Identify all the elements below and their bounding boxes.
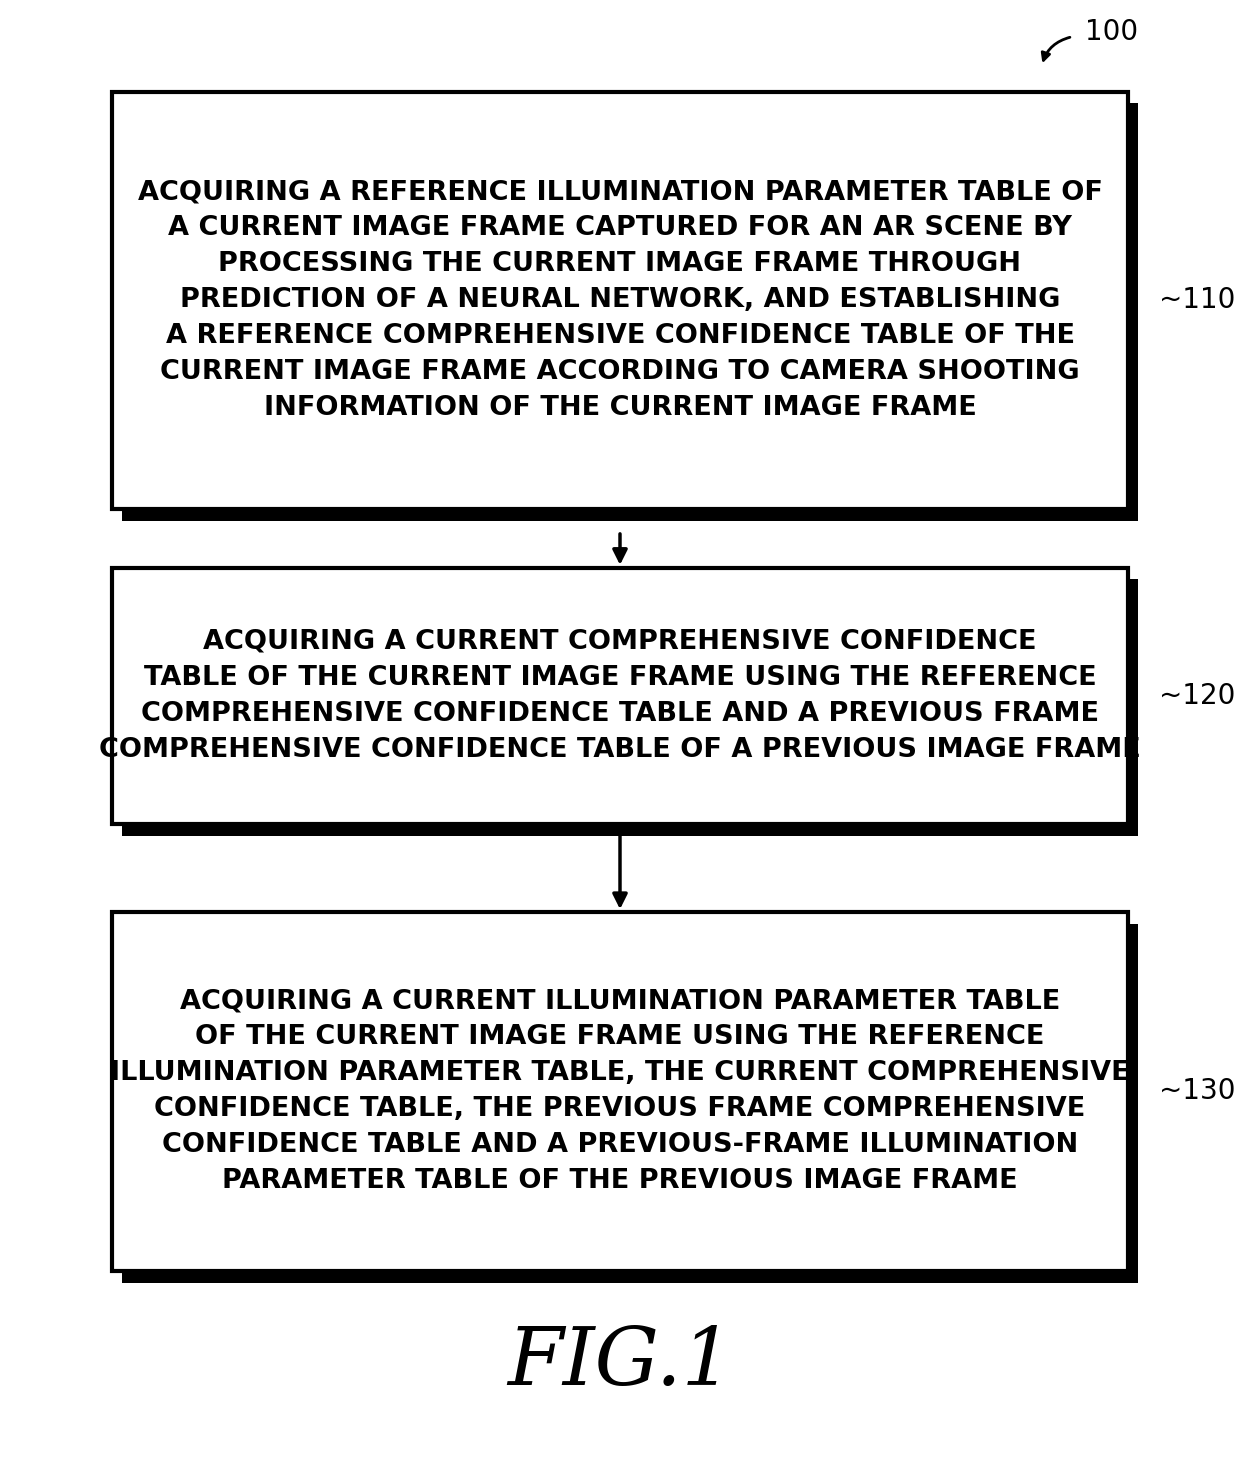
Text: ACQUIRING A CURRENT ILLUMINATION PARAMETER TABLE
OF THE CURRENT IMAGE FRAME USIN: ACQUIRING A CURRENT ILLUMINATION PARAMET…: [110, 989, 1130, 1194]
Text: FIG.1: FIG.1: [507, 1324, 733, 1401]
Text: ~120: ~120: [1159, 681, 1236, 711]
Text: 100: 100: [1085, 18, 1138, 47]
Bar: [112, 91, 1128, 508]
Bar: [122, 924, 1138, 1283]
Bar: [122, 103, 1138, 520]
Text: ACQUIRING A CURRENT COMPREHENSIVE CONFIDENCE
TABLE OF THE CURRENT IMAGE FRAME US: ACQUIRING A CURRENT COMPREHENSIVE CONFID…: [99, 628, 1141, 763]
Text: ~110: ~110: [1159, 286, 1236, 315]
Bar: [112, 911, 1128, 1270]
Bar: [122, 579, 1138, 835]
Bar: [112, 567, 1128, 823]
Text: ~130: ~130: [1159, 1077, 1236, 1106]
Text: ACQUIRING A REFERENCE ILLUMINATION PARAMETER TABLE OF
A CURRENT IMAGE FRAME CAPT: ACQUIRING A REFERENCE ILLUMINATION PARAM…: [138, 179, 1102, 422]
